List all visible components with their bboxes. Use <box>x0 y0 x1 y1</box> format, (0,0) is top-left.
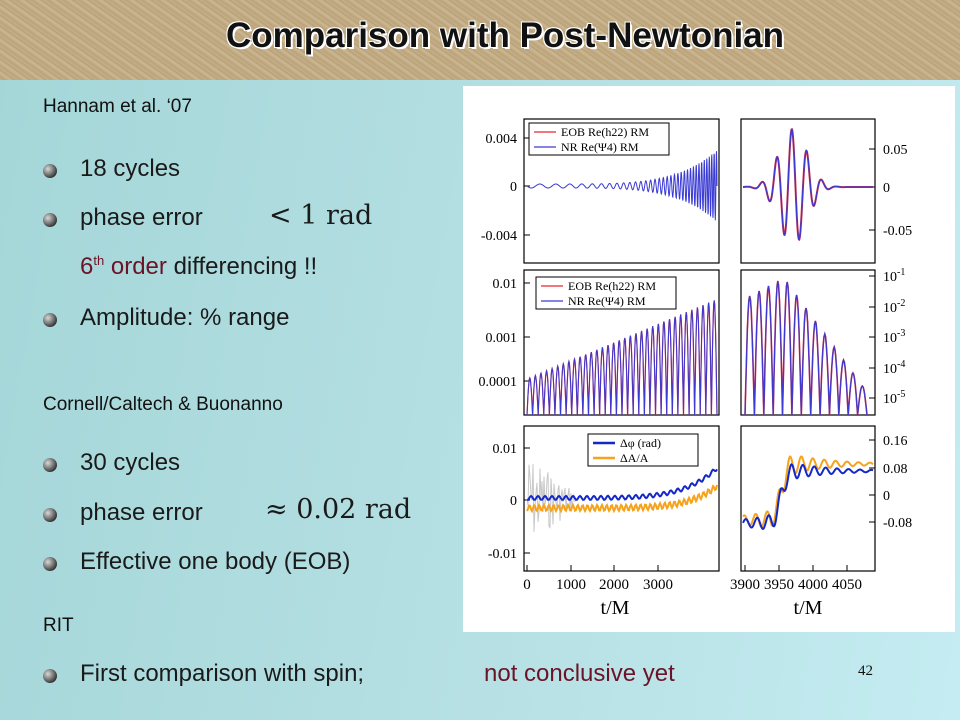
bullet-dot-icon <box>43 213 57 227</box>
phase-error-math-1: < 1 rad <box>269 200 373 231</box>
ytick-label: 0.05 <box>883 143 908 158</box>
xaxis-label: t/M <box>601 597 630 619</box>
title-bar <box>0 0 960 80</box>
dphi-curve <box>526 468 718 502</box>
dA-curve-right <box>742 455 874 529</box>
phase-error-math-2: ≈ 0.02 rad <box>265 494 412 525</box>
ytick-label: 10-4 <box>883 359 905 377</box>
xtick-label: 1000 <box>556 577 586 593</box>
bullet-dot-icon <box>43 164 57 178</box>
section-heading-cornell: Cornell/Caltech & Buonanno <box>43 394 283 415</box>
bullet-dot-icon <box>43 458 57 472</box>
ytick-label: 0.16 <box>883 434 908 449</box>
ytick-label: 0 <box>883 489 890 504</box>
bullet-dot-icon <box>43 557 57 571</box>
dA-curve <box>526 484 718 514</box>
ytick-label: -0.08 <box>883 516 912 531</box>
ytick-exponent: -1 <box>897 267 905 278</box>
bullet-dot-icon <box>43 313 57 327</box>
ytick-exponent: -5 <box>897 389 905 400</box>
ytick-label: -0.004 <box>481 229 517 244</box>
panel-frame-bottom-left <box>523 425 720 572</box>
legend-entry: ΔA/A <box>620 451 649 465</box>
ytick-label: 10-2 <box>883 298 905 316</box>
sub-bullet-differencing: 6th order differencing !! <box>80 253 318 280</box>
xtick-label: 4050 <box>832 577 862 593</box>
section-heading-rit: RIT <box>43 615 74 636</box>
legend-top-left <box>528 122 670 156</box>
panel-frame-middle-right <box>740 269 876 416</box>
nr-waveform-inspiral <box>526 151 718 221</box>
panel-frame-top-right <box>740 118 876 264</box>
ytick-label: 0.01 <box>493 442 518 457</box>
nr-amplitude-lobes <box>526 300 718 415</box>
ytick-label: -0.05 <box>883 224 912 239</box>
xtick-label: 3900 <box>730 577 760 593</box>
legend-entry: Δφ (rad) <box>620 436 661 450</box>
figure-svg: 0.004 0 -0.004 0.01 0.001 0.0001 0.01 0 -0.01 0.0… <box>479 118 912 619</box>
panel-frame-top-left <box>523 118 720 264</box>
nr-waveform-merger <box>743 128 873 241</box>
ytick-exponent: -3 <box>897 328 905 339</box>
xaxis-label: t/M <box>794 597 823 619</box>
legend-entry: NR Re(Ψ4) RM <box>561 140 639 154</box>
section-heading-hannam: Hannam et al. ‘07 <box>43 96 192 117</box>
ytick-label: 0.01 <box>493 277 518 292</box>
bullet-dot-icon <box>43 669 57 683</box>
panel-frame-bottom-right <box>740 425 876 572</box>
xtick-label: 4000 <box>798 577 828 593</box>
ytick-label: 0.004 <box>486 132 518 147</box>
eob-waveform-merger <box>743 128 873 242</box>
waveform-comparison-figure: 0.004 0 -0.004 0.01 0.001 0.0001 0.01 0 -0.01 0.0… <box>463 86 955 632</box>
ytick-label: 10-5 <box>883 389 905 407</box>
xtick-label: 2000 <box>599 577 629 593</box>
bullet-dot-icon <box>43 508 57 522</box>
ytick-exponent: -2 <box>897 298 905 309</box>
xtick-label: 0 <box>523 577 531 593</box>
ytick-label: 0 <box>510 180 517 195</box>
xtick-label: 3950 <box>764 577 794 593</box>
ytick-label: 10-1 <box>883 267 905 285</box>
ytick-label: 0.0001 <box>479 375 518 390</box>
ytick-label: 0.001 <box>486 331 518 346</box>
legend-bottom-left <box>587 433 699 467</box>
ytick-label: 0 <box>510 494 517 509</box>
legend-entry: NR Re(Ψ4) RM <box>568 294 646 308</box>
legend-entry: EOB Re(h22) RM <box>568 279 656 293</box>
page-number: 42 <box>858 663 873 679</box>
ytick-label: 10-3 <box>883 328 905 346</box>
nr-ringdown-lobes <box>744 280 868 415</box>
xtick-label: 3000 <box>643 577 673 593</box>
ytick-label: 0 <box>883 181 890 196</box>
slide-title: Comparison with Post-Newtonian <box>225 16 785 55</box>
ytick-label: -0.01 <box>488 547 517 562</box>
dphi-curve-right <box>742 463 874 530</box>
legend-middle-left <box>535 276 677 310</box>
ytick-exponent: -4 <box>897 359 905 370</box>
ytick-label: 0.08 <box>883 462 908 477</box>
legend-entry: EOB Re(h22) RM <box>561 125 649 139</box>
